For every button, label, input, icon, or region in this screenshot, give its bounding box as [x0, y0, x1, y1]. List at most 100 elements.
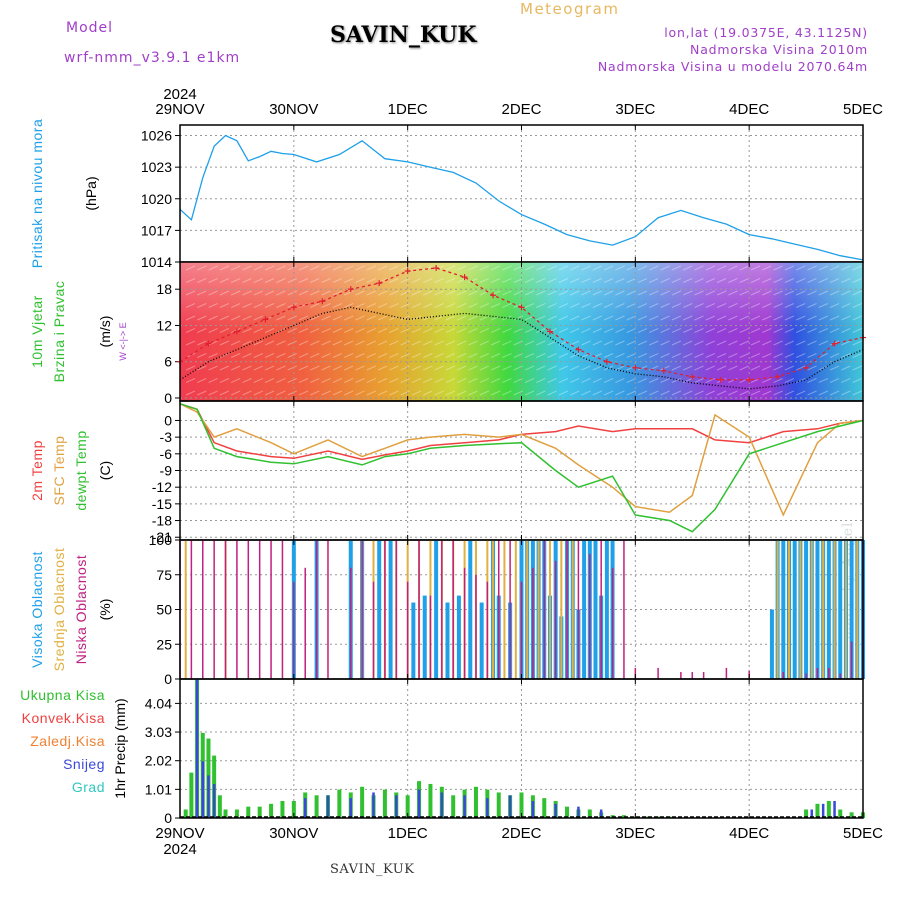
wind-barb	[468, 315, 478, 321]
x-tick-label-bottom: 5DEC	[843, 825, 883, 842]
wind-barb	[773, 353, 783, 358]
bar-clouds-2	[463, 567, 466, 679]
wind-barb	[490, 353, 501, 358]
wind-barb	[762, 365, 772, 371]
wind-barb	[536, 340, 546, 346]
y-axis-unit: (%)	[97, 599, 113, 621]
wind-barb	[445, 328, 456, 333]
wind-barb	[208, 290, 218, 296]
wind-barb	[558, 303, 569, 308]
wind-barb	[547, 303, 557, 308]
wind-barb	[468, 390, 478, 396]
wind-barb	[310, 340, 320, 346]
wind-barb	[615, 265, 625, 271]
wind-barb	[524, 303, 535, 308]
wind-barb	[649, 303, 659, 308]
y-tick-label: 3.03	[145, 724, 172, 740]
bar-precipitation-0	[804, 809, 809, 818]
y-axis-label: dewpt Temp	[73, 430, 89, 510]
wind-barb	[728, 390, 738, 396]
wind-barb	[321, 328, 331, 333]
wind-barb	[230, 378, 241, 383]
panel-temperature: 0-3-6-9-12-15-18-21 2m Temp SFC Temp dewpt …	[29, 400, 864, 545]
wind-barb	[728, 265, 738, 271]
bar-clouds-2	[441, 540, 443, 679]
wind-barb	[287, 290, 297, 296]
wind-barb	[456, 315, 467, 321]
wind-barb	[682, 365, 693, 371]
wind-barb	[524, 328, 535, 333]
bar-clouds-1	[833, 540, 836, 679]
wind-barb	[389, 365, 399, 371]
y-tick-label: 18	[156, 281, 172, 297]
bar-clouds-2	[520, 581, 523, 679]
bar-clouds-2	[327, 540, 329, 679]
wind-barb	[230, 290, 241, 296]
wind-barb	[852, 315, 862, 321]
bar-precipitation-0	[815, 803, 820, 818]
bar-clouds-2	[429, 595, 432, 679]
wind-barb	[276, 365, 286, 371]
wind-barb	[705, 390, 716, 396]
wind-barb	[490, 278, 501, 283]
wind-barb	[355, 390, 365, 396]
wind-barb	[253, 315, 264, 321]
wind-barb	[400, 265, 410, 271]
wind-barb	[660, 353, 670, 358]
bar-precipitation-1	[303, 798, 307, 818]
wind-barb	[852, 278, 862, 283]
wind-barb	[445, 315, 456, 321]
bar-precipitation-0	[223, 809, 228, 818]
wind-barb	[242, 265, 252, 271]
bar-clouds-2	[509, 540, 511, 679]
series-line-temperature-2	[179, 403, 864, 533]
bar-clouds-0	[411, 602, 416, 679]
wind-barb	[434, 390, 444, 396]
wind-barb	[750, 353, 761, 358]
y-tick-label: 4.04	[145, 695, 172, 711]
wind-barb	[536, 290, 546, 296]
y-tick-label: 1020	[141, 191, 172, 207]
wind-barb	[456, 328, 467, 333]
wind-barb	[841, 353, 851, 358]
wind-barb	[581, 328, 591, 333]
bar-clouds-2	[247, 540, 250, 679]
wind-barb	[377, 265, 388, 271]
wind-barb	[615, 340, 625, 346]
wind-barb	[547, 390, 557, 396]
wind-barb	[276, 390, 286, 396]
bar-clouds-0	[456, 595, 461, 679]
x-tick-label-top: 4DEC	[729, 101, 769, 118]
wind-barb	[400, 278, 410, 283]
wind-barb	[298, 328, 309, 333]
year-label-bottom: 2024	[163, 841, 196, 858]
wind-barb	[852, 365, 862, 371]
wind-barb	[795, 265, 806, 271]
wind-barb	[728, 303, 738, 308]
wind-barb	[558, 390, 569, 396]
wind-barb	[343, 303, 354, 308]
wind-barb	[569, 378, 580, 383]
y-tick-label: 1026	[141, 128, 172, 144]
wind-barb	[197, 315, 207, 321]
wind-barb	[400, 303, 410, 308]
x-tick-label-bottom: 29NOV	[155, 825, 204, 842]
wind-barb	[230, 265, 241, 271]
wind-barb	[750, 390, 761, 396]
bar-clouds-1	[503, 540, 506, 679]
bar-clouds-2	[782, 672, 785, 679]
y-axis-unit: (C)	[97, 461, 113, 480]
bar-clouds-1	[514, 540, 517, 679]
bar-clouds-2	[406, 581, 409, 679]
wind-barb	[547, 290, 557, 296]
wind-barb	[366, 328, 377, 333]
wind-barb	[264, 290, 275, 296]
wind-barb	[581, 365, 591, 371]
wind-barb	[795, 340, 806, 346]
bar-clouds-0	[604, 540, 609, 679]
wind-barb	[603, 315, 614, 321]
wind-barb	[321, 315, 331, 321]
wind-barb	[750, 328, 761, 333]
wind-barb	[536, 315, 546, 321]
wind-barb	[852, 340, 862, 346]
